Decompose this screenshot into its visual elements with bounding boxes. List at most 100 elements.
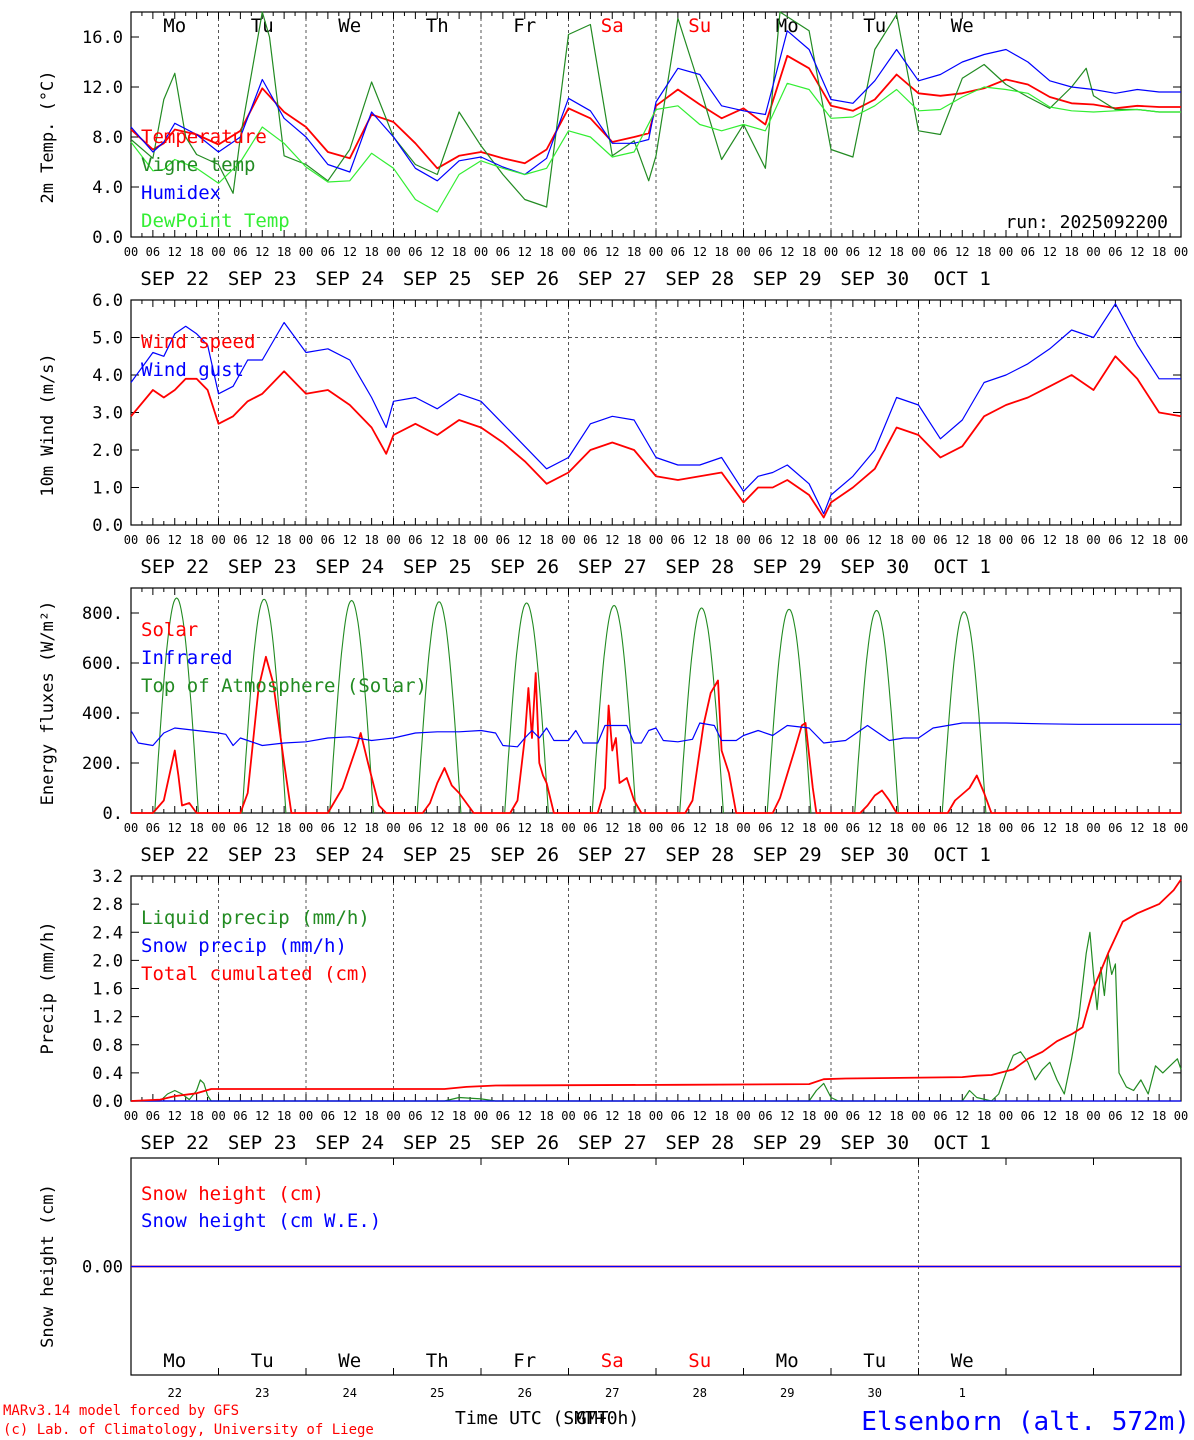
- weekday-label: Fr: [513, 15, 536, 37]
- date-label: SEP 26: [490, 1132, 559, 1154]
- hour-tick-label: 12: [605, 533, 619, 547]
- hour-tick-label: 18: [627, 821, 641, 835]
- hour-tick-label: 12: [1043, 245, 1057, 259]
- weekday-label: We: [338, 15, 361, 37]
- weekday-label: Su: [688, 15, 711, 37]
- y-tick-label: 600.: [82, 654, 123, 674]
- hour-tick-label: 06: [846, 245, 860, 259]
- y-tick-label: 2.8: [92, 895, 123, 915]
- hour-tick-label: 06: [496, 533, 510, 547]
- hour-tick-label: 06: [583, 245, 597, 259]
- y-tick-label: 1.6: [92, 980, 123, 1000]
- hour-tick-label: 00: [386, 533, 400, 547]
- y-tick-label: 2.4: [92, 923, 123, 943]
- precipitation-panel: 0.0 0.4 0.8 1.2 1.6 2.0 2.4 2.8 3.2 Precip (mm/h)…: [38, 867, 1188, 1154]
- wind-gust-line: [130, 303, 1181, 515]
- y-tick-label: 200.: [82, 754, 123, 774]
- hour-tick-label: 00: [824, 1109, 838, 1123]
- y-tick-label: 400.: [82, 704, 123, 724]
- hour-tick-label: 06: [583, 1109, 597, 1123]
- hour-tick-label: 12: [955, 245, 969, 259]
- hour-tick-label: 06: [233, 821, 247, 835]
- hour-tick-label: 00: [299, 821, 313, 835]
- hour-tick-label: 00: [474, 821, 488, 835]
- hour-tick-label: 18: [189, 821, 203, 835]
- hour-tick-label: 06: [671, 821, 685, 835]
- hour-tick-label: 12: [605, 245, 619, 259]
- hour-tick-label: 18: [1064, 245, 1078, 259]
- hour-tick-label: 06: [496, 821, 510, 835]
- hour-tick-label: 12: [518, 1109, 532, 1123]
- date-label: SEP 28: [665, 556, 734, 578]
- hour-tick-label: 06: [583, 533, 597, 547]
- hour-tick-label: 18: [364, 245, 378, 259]
- date-label: SEP 27: [578, 268, 647, 290]
- y-tick-label: 0.: [103, 804, 123, 824]
- hour-tick-label: 18: [539, 821, 553, 835]
- hour-tick-label: 00: [211, 821, 225, 835]
- hour-tick-label: 18: [977, 1109, 991, 1123]
- hour-tick-label: 00: [211, 245, 225, 259]
- legend-entry: Infrared: [141, 647, 233, 669]
- toa-solar-curve: [766, 608, 812, 814]
- hour-tick-label: 06: [321, 821, 335, 835]
- hour-tick-label: 00: [474, 533, 488, 547]
- date-label: SEP 25: [403, 556, 472, 578]
- date-label: SEP 22: [140, 268, 209, 290]
- date-label: SEP 24: [315, 1132, 384, 1154]
- day-number-label: 28: [693, 1386, 707, 1400]
- hour-tick-label: 12: [430, 245, 444, 259]
- date-label: OCT 1: [934, 844, 991, 866]
- hour-tick-label: 00: [736, 245, 750, 259]
- hour-tick-label: 12: [1130, 1109, 1144, 1123]
- date-label: SEP 26: [490, 844, 559, 866]
- day-number-label: 30: [868, 1386, 882, 1400]
- hour-tick-label: 12: [343, 245, 357, 259]
- date-label: SEP 26: [490, 268, 559, 290]
- hour-tick-label: 18: [627, 245, 641, 259]
- day-number-label: 29: [780, 1386, 794, 1400]
- hour-tick-label: 06: [933, 245, 947, 259]
- hour-tick-label: 00: [211, 1109, 225, 1123]
- hour-tick-label: 00: [1174, 245, 1188, 259]
- toa-solar-curve: [941, 611, 987, 814]
- date-label: SEP 22: [140, 1132, 209, 1154]
- hour-tick-label: 12: [955, 533, 969, 547]
- y-tick-label: 1.2: [92, 1008, 123, 1028]
- hour-tick-label: 00: [824, 245, 838, 259]
- y-axis-label: 2m Temp. (°C): [38, 70, 58, 203]
- hour-tick-label: 18: [364, 821, 378, 835]
- toa-solar-curve: [504, 602, 549, 814]
- hour-tick-label: 12: [168, 533, 182, 547]
- day-number-label: 22: [168, 1386, 182, 1400]
- hour-tick-label: 06: [408, 1109, 422, 1123]
- hour-tick-label: 06: [933, 821, 947, 835]
- weekday-label: Fr: [513, 1350, 536, 1372]
- y-tick-label: 4.0: [92, 366, 123, 386]
- hour-tick-label: 06: [321, 1109, 335, 1123]
- hour-tick-label: 06: [671, 1109, 685, 1123]
- hour-tick-label: 18: [189, 1109, 203, 1123]
- weekday-label: Tu: [863, 15, 886, 37]
- y-axis-label: Precip (mm/h): [38, 921, 58, 1054]
- hour-tick-label: 12: [1043, 1109, 1057, 1123]
- date-label: SEP 25: [403, 268, 472, 290]
- weekday-label: Mo: [163, 15, 186, 37]
- hour-tick-label: 18: [1152, 821, 1166, 835]
- time-axis-label-overprint: GMT: [576, 1408, 609, 1429]
- legend-entry: Solar: [141, 619, 198, 641]
- weekday-label: We: [338, 1350, 361, 1372]
- hour-tick-label: 12: [168, 245, 182, 259]
- hour-tick-label: 12: [168, 821, 182, 835]
- hour-tick-label: 00: [1086, 533, 1100, 547]
- energy-flux-panel: 0. 200. 400. 600. 800. Energy fluxes (W/m²) 00…: [38, 587, 1188, 866]
- hour-tick-label: 06: [146, 245, 160, 259]
- date-label: SEP 29: [753, 844, 822, 866]
- hour-tick-label: 12: [255, 245, 269, 259]
- hour-tick-label: 00: [1086, 821, 1100, 835]
- hour-tick-label: 18: [627, 1109, 641, 1123]
- hour-tick-label: 00: [1174, 533, 1188, 547]
- hour-tick-label: 12: [1130, 821, 1144, 835]
- hour-tick-label: 12: [430, 533, 444, 547]
- day-number-label: 26: [518, 1386, 532, 1400]
